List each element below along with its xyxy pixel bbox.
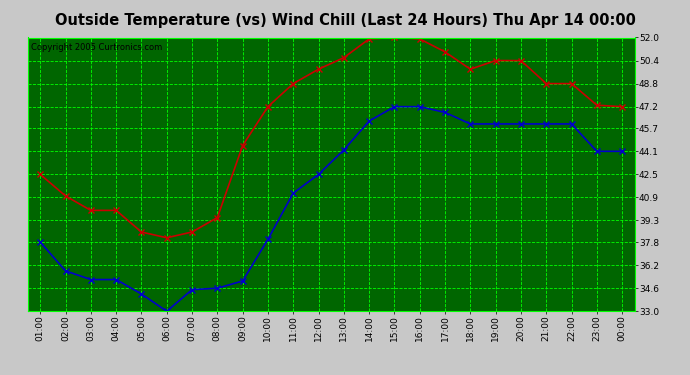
Text: Copyright 2005 Curtronics.com: Copyright 2005 Curtronics.com	[30, 43, 162, 52]
Text: Outside Temperature (vs) Wind Chill (Last 24 Hours) Thu Apr 14 00:00: Outside Temperature (vs) Wind Chill (Las…	[55, 13, 635, 28]
